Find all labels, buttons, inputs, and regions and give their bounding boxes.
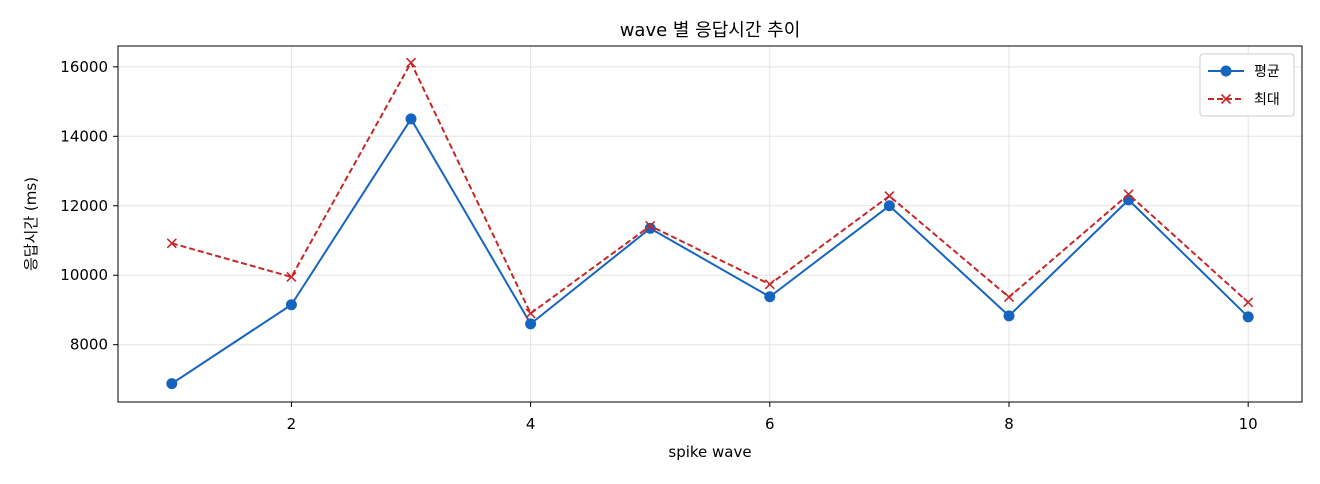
legend-label: 평균 [1254, 64, 1280, 80]
data-point-max [1243, 297, 1254, 308]
data-point-avg [1003, 310, 1015, 322]
x-tick-label: 2 [287, 415, 297, 433]
y-tick-label: 16000 [60, 58, 108, 76]
data-point-max [405, 57, 417, 68]
x-tick-label: 6 [765, 415, 775, 433]
data-point-avg [764, 291, 776, 303]
data-point-avg [1242, 311, 1254, 323]
grid [118, 46, 1302, 402]
legend-label: 최대 [1254, 92, 1280, 108]
series-max [166, 57, 1254, 319]
legend-marker [1220, 93, 1232, 105]
legend-marker [1220, 65, 1232, 77]
data-point-avg [405, 113, 417, 125]
data-point-avg [883, 200, 895, 212]
axis-ticks: 2 4 6 8 10 8000 10000 12000 14000 16000 [60, 58, 1257, 433]
data-point-max [764, 279, 775, 290]
data-point-avg [166, 378, 178, 390]
series-avg [166, 113, 1254, 390]
y-axis-label: 응답시간 (ms) [22, 177, 40, 271]
x-tick-label: 8 [1004, 415, 1014, 433]
series-line-max [171, 61, 1249, 315]
data-point-max [525, 308, 536, 319]
plot-frame [117, 45, 1303, 403]
data-point-max [884, 190, 895, 202]
data-point-max [166, 238, 177, 249]
y-tick-label: 12000 [60, 197, 108, 215]
legend-entry-avg: 평균 [1208, 64, 1280, 80]
chart-title: wave 별 응답시간 추이 [620, 20, 801, 41]
x-axis-label: spike wave [668, 443, 751, 461]
legend-entry-max: 최대 [1208, 92, 1280, 108]
legend-box [1199, 53, 1295, 117]
data-point-max [1003, 292, 1015, 303]
series-layer [166, 57, 1254, 390]
y-tick-label: 8000 [70, 336, 108, 354]
data-point-max [286, 271, 297, 283]
data-point-avg [525, 318, 537, 330]
x-tick-label: 4 [526, 415, 536, 433]
data-point-max [645, 220, 656, 231]
series-line-avg [171, 117, 1249, 385]
x-tick-label: 10 [1239, 415, 1258, 433]
data-point-max [1123, 189, 1134, 200]
data-point-avg [285, 299, 297, 311]
y-tick-label: 10000 [60, 266, 108, 284]
y-tick-label: 14000 [60, 127, 108, 145]
